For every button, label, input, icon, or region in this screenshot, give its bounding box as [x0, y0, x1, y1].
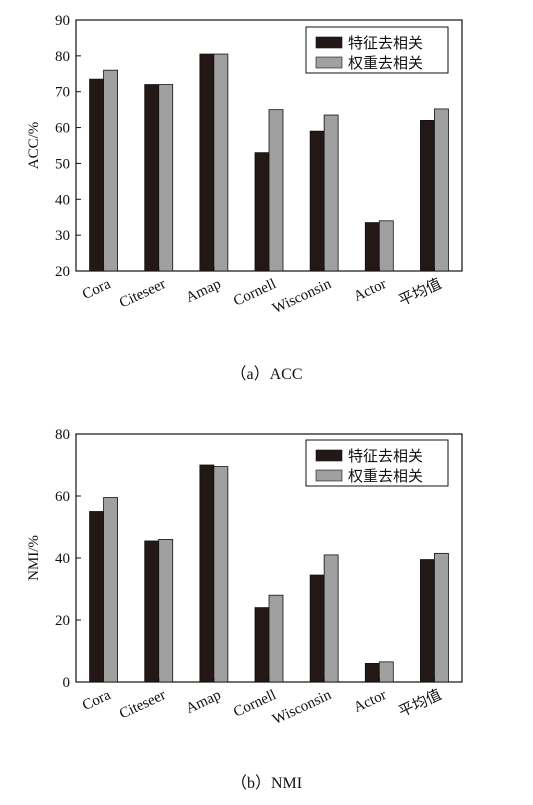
x-category-label: 平均值	[396, 275, 444, 309]
acc-caption: （a）ACC	[230, 366, 303, 383]
bar-weight-0	[103, 69, 118, 272]
y-tick-label: 80	[55, 427, 70, 443]
x-category-label: Citeseer	[117, 687, 168, 722]
bar-feature-3	[254, 607, 270, 683]
legend-label: 权重去相关	[348, 54, 423, 72]
y-tick-label: 0	[63, 675, 71, 691]
legend-swatch	[315, 449, 343, 462]
x-category-label: Wisconsin	[270, 687, 334, 728]
bar-feature-1	[144, 84, 160, 272]
x-category-label: Cora	[80, 276, 113, 303]
bar-feature-4	[309, 574, 325, 683]
x-category-label: Cora	[80, 687, 113, 714]
bar-weight-3	[268, 109, 284, 272]
y-tick-label: 60	[55, 489, 70, 505]
x-category-label: Amap	[184, 276, 224, 306]
y-tick-label: 20	[55, 613, 70, 629]
nmi-caption: （b）NMI	[230, 775, 303, 792]
bar-weight-4	[323, 554, 339, 683]
y-axis-title: ACC/%	[26, 122, 42, 170]
legend-label: 特征去相关	[348, 447, 423, 465]
bar-feature-5	[364, 222, 380, 272]
bar-feature-0	[89, 78, 104, 272]
bar-feature-0	[89, 511, 104, 683]
legend-label: 特征去相关	[348, 34, 423, 52]
bar-feature-6	[420, 120, 435, 272]
bar-weight-2	[213, 466, 229, 683]
bar-weight-6	[434, 552, 449, 683]
bar-weight-0	[103, 497, 118, 683]
y-tick-label: 30	[55, 228, 70, 244]
bar-weight-1	[158, 84, 174, 272]
bar-weight-1	[158, 539, 174, 683]
y-tick-label: 90	[55, 13, 70, 29]
bar-weight-3	[268, 594, 284, 683]
bar-feature-6	[420, 559, 435, 683]
bar-feature-2	[199, 53, 215, 272]
bar-weight-6	[434, 108, 449, 272]
x-category-label: 平均值	[396, 686, 444, 720]
legend-label: 权重去相关	[348, 467, 423, 485]
bar-feature-5	[364, 662, 380, 683]
bar-weight-4	[323, 114, 339, 272]
x-category-label: Actor	[351, 687, 389, 716]
bar-feature-2	[199, 464, 215, 683]
x-category-label: Citeseer	[117, 276, 168, 311]
chart-panel-acc: 20 30 40 50 60 70 80 90 ACC/% Cora Citeseer Amap Cor…	[0, 0, 533, 400]
legend-swatch	[315, 469, 343, 482]
bar-feature-4	[309, 130, 325, 272]
bar-weight-5	[378, 661, 394, 683]
legend-swatch	[315, 56, 343, 69]
y-tick-label: 40	[55, 551, 70, 567]
y-tick-label: 50	[55, 156, 70, 172]
y-tick-label: 40	[55, 192, 70, 208]
bar-weight-5	[378, 220, 394, 272]
bar-feature-3	[254, 152, 270, 272]
y-tick-label: 80	[55, 49, 70, 65]
bar-weight-2	[213, 53, 229, 272]
x-category-label: Wisconsin	[270, 276, 334, 317]
legend-swatch	[315, 36, 343, 49]
x-category-label: Actor	[351, 276, 389, 305]
y-tick-label: 20	[55, 264, 70, 280]
y-tick-label: 60	[55, 121, 70, 137]
bar-feature-1	[144, 540, 160, 683]
chart-panel-nmi: 0 20 40 60 80 NMI/% Cora Citeseer Amap Cornell Wis…	[0, 414, 533, 805]
y-tick-label: 70	[55, 85, 70, 101]
x-category-label: Amap	[184, 687, 224, 717]
y-axis-title: NMI/%	[26, 535, 42, 581]
